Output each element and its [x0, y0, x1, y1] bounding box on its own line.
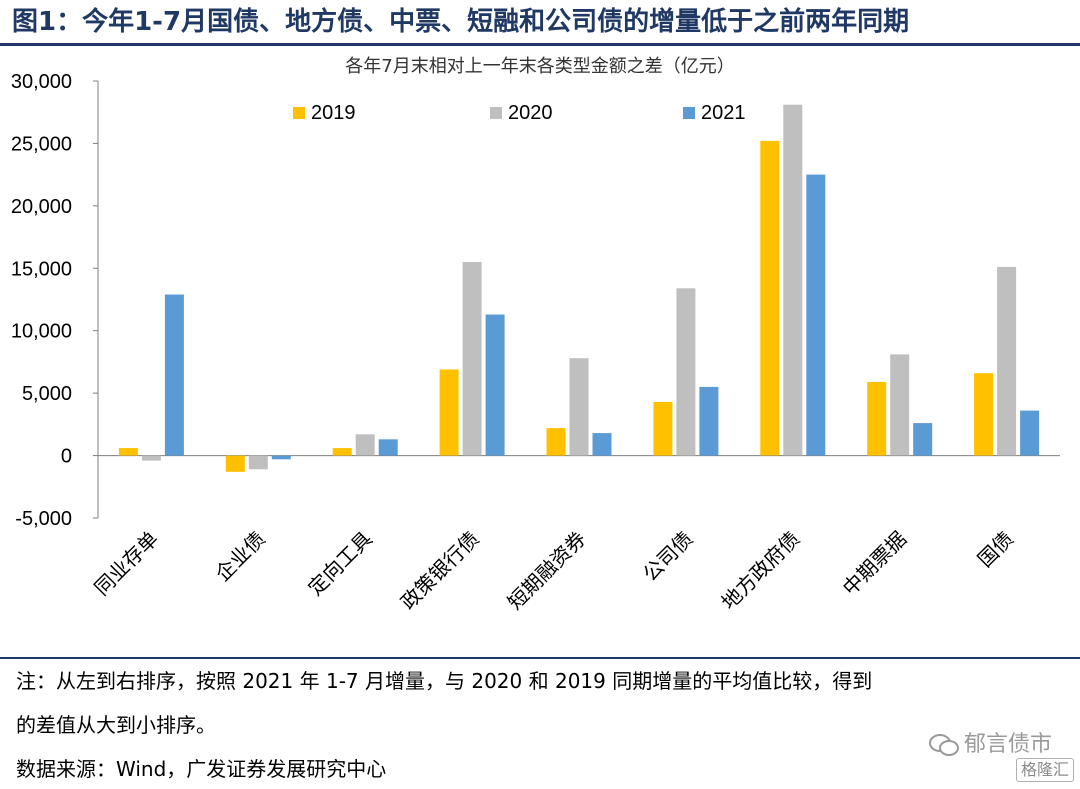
bar-2021-7 [913, 423, 933, 456]
source-note: 数据来源：Wind，广发证券发展研究中心 [16, 757, 387, 781]
bar-2019-5 [653, 401, 673, 456]
watermark: 郁言债市 [928, 726, 1052, 758]
legend-label: 2021 [701, 102, 746, 124]
legend-label: 2020 [508, 102, 553, 124]
chart-title: 各年7月末相对上一年末各类型金额之差（亿元） [345, 56, 734, 77]
bar-chart: 各年7月末相对上一年末各类型金额之差（亿元） -5,000 0 5,000 10,000… [11, 56, 1060, 615]
legend-swatch-2019 [293, 107, 305, 119]
bar-2021-4 [592, 433, 612, 456]
y-tick-label: 25,000 [11, 133, 72, 155]
bar-2019-4 [546, 428, 566, 456]
y-tick-label: 0 [61, 446, 72, 468]
bar-2020-0 [141, 455, 161, 461]
x-category-label: 政策银行债 [396, 527, 484, 615]
x-category-label: 中期票据 [838, 527, 912, 601]
bar-2021-2 [378, 439, 398, 456]
y-tick-label: 30,000 [11, 71, 72, 93]
bar-2019-7 [867, 381, 887, 456]
bar-2019-1 [225, 455, 245, 472]
bar-2019-8 [974, 373, 994, 456]
bar-2019-6 [760, 140, 780, 456]
y-tick-label: 5,000 [22, 383, 72, 405]
bar-2019-2 [332, 448, 352, 456]
bar-2020-8 [997, 267, 1017, 456]
bar-2021-6 [806, 174, 826, 456]
bar-2020-4 [569, 358, 589, 456]
watermark-text: 郁言债市 [963, 732, 1052, 757]
bar-2021-3 [485, 314, 505, 456]
bar-2020-5 [676, 288, 696, 456]
legend-swatch-2020 [490, 107, 502, 119]
bar-2020-3 [462, 262, 482, 456]
legend-label: 2019 [311, 102, 356, 124]
bar-2021-0 [164, 294, 184, 456]
figure-title: 图1：今年1-7月国债、地方债、中票、短融和公司债的增量低于之前两年同期 [12, 7, 910, 37]
bar-2021-5 [699, 386, 719, 456]
bar-2020-1 [248, 455, 268, 470]
note-line-2: 的差值从大到小排序。 [16, 713, 216, 737]
top-rule [0, 43, 1080, 46]
bar-2020-7 [890, 354, 910, 456]
x-category-label: 国债 [973, 527, 1018, 572]
x-category-label: 公司债 [638, 527, 697, 586]
watermark-badge: 格隆汇 [1015, 758, 1074, 782]
legend-swatch-2021 [683, 107, 695, 119]
bar-2019-3 [439, 369, 459, 456]
y-tick-label: 20,000 [11, 196, 72, 218]
bottom-rule [0, 657, 1080, 659]
x-category-label: 地方政府债 [717, 527, 805, 615]
x-category-label: 短期融资券 [503, 527, 591, 615]
y-tick-label: 15,000 [11, 258, 72, 280]
bar-2020-2 [355, 434, 375, 456]
note-line-1: 注：从左到右排序，按照 2021 年 1-7 月增量，与 2020 和 2019… [16, 669, 873, 693]
x-category-label: 企业债 [210, 527, 269, 586]
x-category-label: 同业存单 [89, 527, 163, 601]
y-tick-label: -5,000 [15, 508, 72, 530]
x-category-label: 定向工具 [303, 527, 377, 601]
bar-2020-6 [783, 104, 803, 456]
y-tick-label: 10,000 [11, 321, 72, 343]
bar-2019-0 [118, 448, 138, 456]
wechat-icon [928, 734, 959, 756]
bar-2021-1 [271, 455, 291, 460]
bar-2021-8 [1020, 410, 1040, 456]
